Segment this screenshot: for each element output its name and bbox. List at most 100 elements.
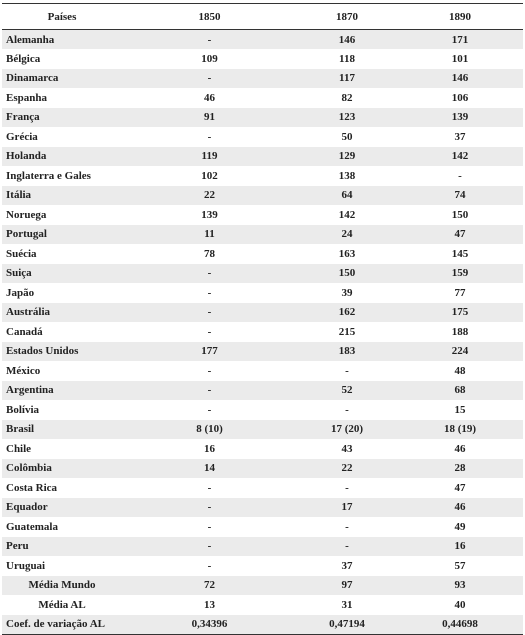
value-cell-1890: 150 [451, 208, 469, 221]
country-cell: Média Mundo [28, 579, 96, 592]
table-row: Portugal 11 24 47 [2, 224, 523, 244]
value-cell-1850: - [207, 384, 212, 397]
value-cell-1850: 8 (10) [196, 423, 223, 436]
table-row: Grécia - 50 37 [2, 127, 523, 147]
value-cell-1870: 64 [341, 189, 353, 202]
value-cell-1890: 46 [454, 442, 466, 455]
country-cell: Uruguai [6, 559, 46, 572]
value-cell-1870: 22 [341, 462, 353, 475]
value-cell-1890: 47 [454, 228, 466, 241]
table-row: Espanha 46 82 106 [2, 88, 523, 108]
value-cell-1890: 146 [451, 72, 469, 85]
value-cell-1870: 31 [341, 598, 353, 611]
value-cell-1850: 16 [204, 442, 215, 455]
table-row: Austrália - 162 175 [2, 302, 523, 322]
value-cell-1890: 106 [451, 91, 469, 104]
value-cell-1890: 74 [454, 189, 466, 202]
data-table-container: Países 1850 1870 1890 Alemanha - 146 171 Bél… [2, 3, 523, 635]
table-row: Guatemala - - 49 [2, 517, 523, 537]
value-cell-1850: - [207, 267, 212, 280]
value-cell-1890: 0,44698 [397, 614, 523, 635]
value-cell-1870: 215 [338, 325, 356, 338]
value-cell-1890: 46 [454, 501, 466, 514]
table-row: Média AL 13 31 40 [2, 595, 523, 615]
value-cell-1870: 129 [338, 150, 356, 163]
value-cell-1870: - [345, 481, 349, 494]
value-cell-1850: - [207, 520, 212, 533]
table-row: Suiça - 150 159 [2, 263, 523, 283]
country-cell: Peru [6, 540, 29, 553]
country-cell: Colômbia [6, 462, 52, 475]
value-cell-1890: 101 [451, 52, 469, 65]
value-cell-1850: - [207, 559, 212, 572]
data-table: Países 1850 1870 1890 Alemanha - 146 171 Bél… [2, 3, 523, 635]
table-row: Dinamarca - 117 146 [2, 68, 523, 88]
value-cell-1850: 13 [204, 598, 215, 611]
value-cell-1890: 49 [454, 520, 466, 533]
table-row: Peru - - 16 [2, 536, 523, 556]
value-cell-1890: 57 [454, 559, 466, 572]
value-cell-1890: 175 [451, 306, 469, 319]
country-cell: Coef. de variação AL [2, 614, 122, 635]
value-cell-1890: 18 (19) [443, 423, 477, 436]
value-cell-1850: 72 [204, 579, 215, 592]
value-cell-1870: 123 [338, 111, 356, 124]
value-cell-1850: - [207, 130, 212, 143]
value-cell-1850: 177 [201, 345, 218, 358]
value-cell-1890: 159 [451, 267, 469, 280]
country-cell: Canadá [6, 325, 43, 338]
value-cell-1870: 43 [341, 442, 353, 455]
country-cell: Inglaterra e Gales [6, 169, 91, 182]
country-cell: Bolívia [6, 403, 40, 416]
value-cell-1890: - [458, 169, 462, 182]
value-cell-1850: - [207, 364, 212, 377]
table-row: Argentina - 52 68 [2, 380, 523, 400]
table-body: Alemanha - 146 171 Bélgica 109 118 101 Dinamarca… [2, 29, 523, 635]
value-cell-1850: - [207, 481, 212, 494]
country-cell: Argentina [6, 384, 54, 397]
value-cell-1850: 11 [204, 228, 215, 241]
country-cell: França [6, 111, 40, 124]
value-cell-1850: 139 [201, 208, 218, 221]
value-cell-1890: 48 [454, 364, 466, 377]
country-cell: Holanda [6, 150, 47, 163]
value-cell-1850: - [207, 540, 212, 553]
table-row: Canadá - 215 188 [2, 322, 523, 342]
value-cell-1850: 0,34396 [122, 614, 297, 635]
table-row: França 91 123 139 [2, 107, 523, 127]
value-cell-1890: 40 [454, 598, 466, 611]
table-row: Itália 22 64 74 [2, 185, 523, 205]
value-cell-1890: 16 [454, 540, 466, 553]
table-row: Noruega 139 142 150 [2, 205, 523, 225]
value-cell-1870: 50 [341, 130, 353, 143]
value-cell-1850: - [207, 325, 212, 338]
value-cell-1890: 224 [451, 345, 469, 358]
value-cell-1850: 91 [204, 111, 215, 124]
value-cell-1890: 15 [454, 403, 466, 416]
value-cell-1870: - [345, 540, 349, 553]
table-header-row: Países 1850 1870 1890 [2, 3, 523, 30]
header-1850: 1850 [122, 3, 297, 30]
table-row: Média Mundo 72 97 93 [2, 575, 523, 595]
country-cell: México [6, 364, 41, 377]
value-cell-1890: 28 [454, 462, 466, 475]
country-cell: Suécia [6, 247, 37, 260]
country-cell: Suiça [6, 267, 32, 280]
value-cell-1870: 39 [341, 286, 353, 299]
table-row: Suécia 78 163 145 [2, 244, 523, 264]
table-row: Chile 16 43 46 [2, 439, 523, 459]
table-row: Brasil 8 (10) 17 (20) 18 (19) [2, 419, 523, 439]
value-cell-1870: 52 [341, 384, 353, 397]
country-cell: Chile [6, 442, 32, 455]
value-cell-1850: - [207, 403, 212, 416]
value-cell-1890: 93 [454, 579, 466, 592]
country-cell: Costa Rica [6, 481, 58, 494]
country-cell: Austrália [6, 306, 50, 319]
value-cell-1850: - [207, 72, 212, 85]
value-cell-1890: 188 [451, 325, 469, 338]
table-row: Bolívia - - 15 [2, 400, 523, 420]
table-row: Colômbia 14 22 28 [2, 458, 523, 478]
value-cell-1850: - [207, 33, 212, 46]
value-cell-1870: 97 [341, 579, 353, 592]
value-cell-1870: 17 (20) [330, 423, 364, 436]
